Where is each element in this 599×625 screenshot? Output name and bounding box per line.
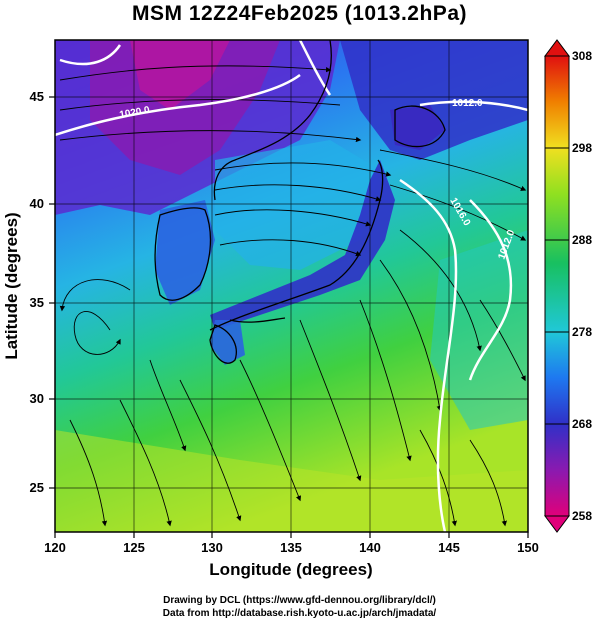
x-tick: 120 — [44, 540, 66, 555]
coastlines — [154, 40, 446, 364]
y-tick: 40 — [30, 196, 44, 211]
y-axis-label: Latitude (degrees) — [2, 212, 21, 359]
x-axis-label: Longitude (degrees) — [209, 560, 372, 579]
colorbar-max-triangle — [544, 39, 570, 57]
isobar-north — [59, 44, 122, 66]
credit-drawing: Drawing by DCL (https://www.gfd-dennou.o… — [163, 595, 436, 606]
colorbar-tick: 298 — [572, 141, 592, 155]
x-tick: 140 — [359, 540, 381, 555]
y-tick: 35 — [30, 295, 44, 310]
colorbar-tick: 268 — [572, 417, 592, 431]
y-tick: 25 — [30, 480, 44, 495]
y-axis-ticks: 25 30 35 40 45 — [30, 89, 44, 495]
colorbar-tick: 278 — [572, 325, 592, 339]
x-tick: 135 — [280, 540, 302, 555]
isobar-label-1020: 1020.0 — [119, 105, 151, 121]
colorbar-tick: 288 — [572, 233, 592, 247]
x-tick: 150 — [517, 540, 539, 555]
isobar-1012-east — [468, 199, 513, 381]
x-tick: 130 — [201, 540, 223, 555]
colorbar-tick: 258 — [572, 509, 592, 523]
isobar-lines — [55, 40, 528, 532]
colorbar-min-triangle — [544, 515, 570, 533]
credit-data-source: Data from http://database.rish.kyoto-u.a… — [162, 608, 437, 619]
isobar-1020 — [55, 73, 301, 137]
map-title: MSM 12Z24Feb2025 (1013.2hPa) — [132, 2, 467, 25]
colorbar-tick: 308 — [572, 49, 592, 63]
wind-streamlines — [59, 65, 527, 527]
temperature-field: 1020.0 1012.0 1016.0 1012.0 — [55, 40, 528, 532]
x-axis-ticks: 120 125 130 135 140 145 150 — [44, 540, 539, 555]
isobar-1012-north — [419, 100, 528, 112]
colorbar: 258 268 278 288 298 308 — [544, 39, 592, 533]
colorbar-scale — [544, 55, 570, 517]
isobar-ne — [298, 40, 332, 96]
x-tick: 125 — [123, 540, 145, 555]
isobar-1016 — [399, 178, 458, 532]
y-tick: 45 — [30, 89, 44, 104]
x-tick: 145 — [438, 540, 460, 555]
isobar-label-1012-north: 1012.0 — [452, 98, 483, 109]
y-tick: 30 — [30, 391, 44, 406]
